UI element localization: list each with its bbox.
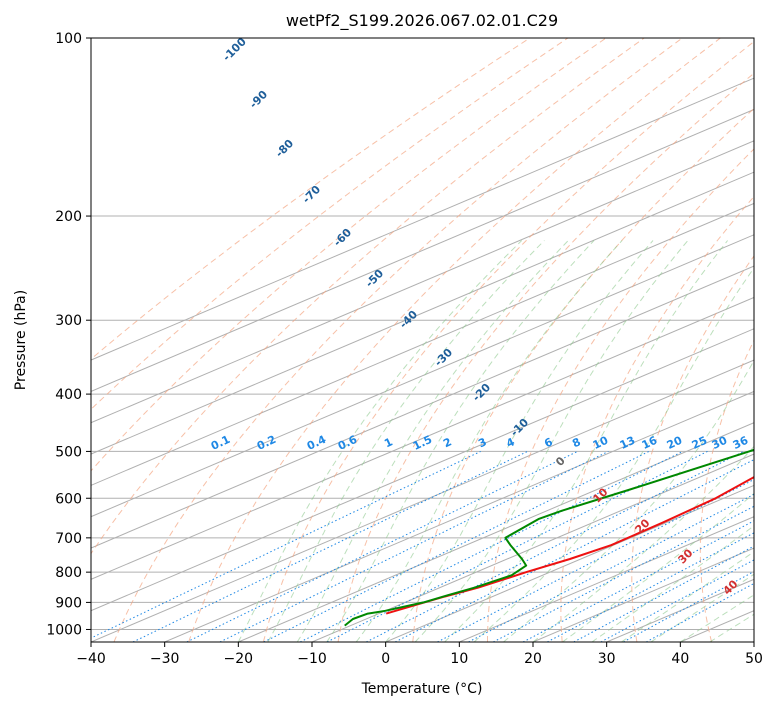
y-tick-label: 200 (55, 209, 82, 225)
mixing-ratio-label: 20 (665, 434, 685, 452)
moist-adiabat-line (237, 240, 523, 642)
plot-frame (90, 37, 755, 643)
y-tick-label: 600 (55, 491, 82, 507)
moist-adiabat-line (621, 551, 754, 642)
isotherm-line (311, 453, 754, 642)
moist-adiabat-line (414, 240, 689, 642)
plot-area (91, 38, 754, 642)
x-tick-label: −40 (76, 651, 106, 667)
dry-adiabat-line (91, 38, 607, 472)
dry-adiabat-line (113, 38, 683, 642)
chart-title: wetPf2_S199.2026.067.02.01.C29 (286, 11, 558, 31)
isotherm-line (238, 422, 754, 642)
dry-adiabat-line (188, 38, 721, 642)
y-tick-label: 1000 (46, 622, 82, 638)
y-tick-label: 400 (55, 387, 82, 403)
dry-adiabat-line (767, 38, 775, 642)
isotherm-line (91, 234, 754, 518)
y-tick-label: 700 (55, 531, 82, 547)
mixing-ratio-line (326, 450, 708, 642)
moist-adiabat-line (355, 240, 623, 642)
mixing-ratio-line (263, 450, 650, 642)
y-tick-label: 500 (55, 444, 82, 460)
mixing-ratio-line (366, 450, 744, 642)
y-tick-label: 800 (55, 565, 82, 581)
moist-adiabat-line (591, 525, 754, 642)
isotherm-line (91, 202, 754, 486)
x-tick-label: −30 (150, 651, 180, 667)
dry-adiabat-line (487, 148, 754, 642)
mixing-ratio-label: 30 (710, 434, 730, 452)
x-tick-label: −10 (297, 651, 327, 667)
background-lines (91, 38, 775, 642)
moist-adiabat-line (296, 240, 569, 642)
dry-adiabat-line (262, 40, 754, 642)
mixing-ratio-label: 13 (618, 434, 637, 452)
series-lines (344, 448, 754, 627)
isotherm-line (91, 328, 754, 612)
isotherm-line (91, 359, 754, 642)
y-tick-label: 300 (55, 313, 82, 329)
moist-adiabat-line (267, 240, 545, 642)
mixing-ratio-line (623, 570, 754, 642)
x-tick-label: 20 (524, 651, 542, 667)
dry-adiabat-line (91, 38, 645, 555)
mixing-ratio-label: 16 (640, 434, 660, 452)
mixing-ratio-label: 10 (591, 434, 611, 452)
mixing-ratio-line (91, 450, 481, 639)
mixing-ratio-line (394, 459, 754, 642)
mixing-ratio-line (645, 582, 754, 642)
y-tick-label: 100 (55, 31, 82, 47)
dry-adiabat-line (631, 255, 754, 642)
mixing-ratio-line (600, 559, 754, 642)
mixing-ratio-line (299, 450, 683, 642)
mixing-ratio-line (468, 493, 754, 642)
y-axis-label: Pressure (hPa) (13, 290, 29, 390)
x-tick-label: 10 (450, 651, 468, 667)
isotherm-line (459, 516, 754, 642)
mixing-ratio-line (493, 505, 754, 642)
y-axis: 100 200 300 400 500 600 700 800 900 1000 (46, 31, 91, 638)
moist-adiabat-line (562, 492, 754, 642)
x-axis-label: Temperature (°C) (361, 681, 483, 697)
x-axis: −40 −30 −20 −10 0 10 20 30 40 50 (76, 642, 763, 667)
isotherm-line (91, 265, 754, 549)
x-tick-label: 40 (671, 651, 689, 667)
isotherm-line (91, 108, 754, 392)
temperature-profile-line (385, 475, 754, 615)
x-tick-label: −20 (224, 651, 254, 667)
mixing-ratio-line (219, 450, 609, 642)
moist-adiabat-line (326, 240, 595, 642)
dewpoint-profile-line (344, 448, 754, 627)
mixing-ratio-label: 36 (731, 434, 751, 452)
y-tick-label: 900 (55, 595, 82, 611)
x-tick-label: 50 (745, 651, 763, 667)
dry-adiabat-line (560, 195, 754, 642)
dry-adiabat-line (91, 38, 569, 411)
x-tick-label: 0 (381, 651, 390, 667)
dry-adiabat-line (699, 339, 754, 642)
moist-adiabat-line (503, 359, 754, 642)
isotherm-line (753, 641, 754, 642)
isotherm-line (91, 171, 754, 455)
moist-adiabat-line (385, 240, 654, 642)
isotherm-line (91, 140, 754, 424)
isotherm-line (164, 390, 754, 642)
isotherm-line (91, 296, 754, 580)
isotherm-line (91, 77, 754, 361)
mixing-ratio-line (186, 450, 578, 642)
x-tick-label: 30 (598, 651, 616, 667)
moist-adiabat-line (532, 445, 754, 642)
mixing-ratio-label: 25 (690, 434, 709, 452)
moist-adiabat-line (473, 267, 754, 642)
